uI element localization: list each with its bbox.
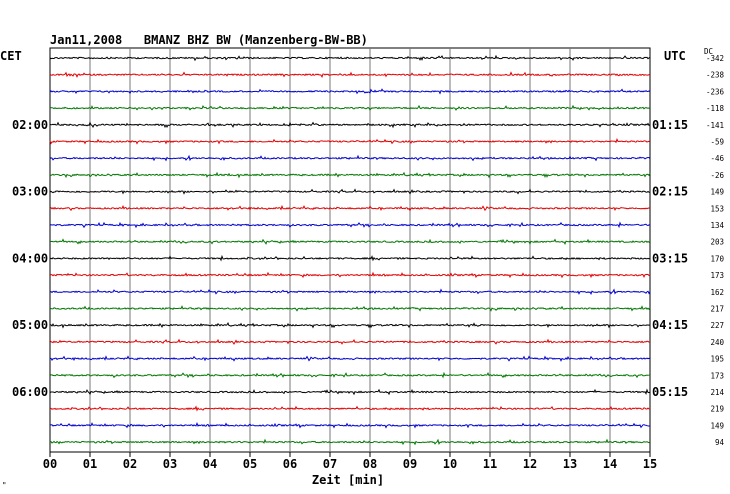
left-time-label: 06:00 bbox=[12, 385, 48, 399]
dc-offset-label: -118 bbox=[706, 104, 725, 113]
dc-offset-label: -238 bbox=[706, 71, 725, 80]
trace-23 bbox=[49, 438, 651, 446]
trace-3 bbox=[49, 104, 651, 111]
dc-offset-label: -59 bbox=[710, 138, 724, 147]
right-time-label: 04:15 bbox=[652, 318, 688, 332]
trace-9 bbox=[49, 204, 651, 212]
dc-offset-label: 240 bbox=[710, 338, 724, 347]
trace-17 bbox=[49, 338, 651, 345]
seismogram-traces bbox=[49, 54, 651, 446]
trace-21 bbox=[49, 405, 651, 412]
trace-14 bbox=[49, 288, 651, 296]
right-time-label: 01:15 bbox=[652, 118, 688, 132]
x-axis-label: Zeit [min] bbox=[312, 473, 384, 487]
x-tick-label: 01 bbox=[83, 457, 97, 471]
left-time-label: 05:00 bbox=[12, 318, 48, 332]
dc-offset-label: -236 bbox=[706, 87, 725, 96]
x-tick-label: 06 bbox=[283, 457, 297, 471]
dc-offset-label: 149 bbox=[710, 188, 724, 197]
right-time-label: 02:15 bbox=[652, 185, 688, 199]
trace-13 bbox=[49, 271, 651, 279]
x-tick-label: 07 bbox=[323, 457, 337, 471]
left-time-label: 04:00 bbox=[12, 251, 48, 265]
x-tick-label: 02 bbox=[123, 457, 137, 471]
right-timezone-label: UTC bbox=[664, 49, 686, 63]
x-tick-label: 14 bbox=[603, 457, 617, 471]
dc-offset-labels: -342 -238 -236 -118 -141 -59 -46 -26 149 153 134 20… bbox=[706, 54, 725, 447]
x-tick-label: 09 bbox=[403, 457, 417, 471]
left-time-labels: 02:00 03:00 04:00 05:00 06:00 bbox=[12, 118, 48, 399]
corner-mark: " bbox=[2, 481, 7, 490]
dc-offset-label: 94 bbox=[715, 438, 725, 447]
x-tick-label: 05 bbox=[243, 457, 257, 471]
trace-5 bbox=[49, 138, 651, 145]
trace-2 bbox=[49, 88, 651, 95]
trace-16 bbox=[49, 322, 651, 329]
dc-offset-label: -46 bbox=[710, 154, 724, 163]
dc-offset-label: 173 bbox=[710, 271, 724, 280]
trace-6 bbox=[49, 154, 651, 162]
x-tick-label: 04 bbox=[203, 457, 217, 471]
dc-offset-label: 195 bbox=[710, 355, 724, 364]
trace-12 bbox=[49, 254, 651, 262]
x-tick-label: 11 bbox=[483, 457, 497, 471]
trace-22 bbox=[49, 421, 651, 429]
x-tick-label: 12 bbox=[523, 457, 537, 471]
trace-1 bbox=[49, 71, 651, 78]
trace-10 bbox=[49, 221, 651, 229]
dc-offset-label: 134 bbox=[710, 221, 724, 230]
dc-offset-label: 214 bbox=[710, 388, 724, 397]
x-tick-label: 03 bbox=[163, 457, 177, 471]
dc-offset-label: 219 bbox=[710, 405, 724, 414]
dc-offset-label: 153 bbox=[710, 204, 724, 213]
trace-15 bbox=[49, 305, 651, 312]
x-tick-label: 15 bbox=[643, 457, 657, 471]
x-tick-label: 00 bbox=[43, 457, 57, 471]
dc-offset-label: 217 bbox=[710, 305, 724, 314]
dc-offset-label: -342 bbox=[706, 54, 724, 63]
trace-20 bbox=[49, 388, 651, 396]
dc-offset-label: 173 bbox=[710, 371, 724, 380]
x-tick-label: 13 bbox=[563, 457, 577, 471]
dc-offset-label: -141 bbox=[706, 121, 724, 130]
left-time-label: 02:00 bbox=[12, 118, 48, 132]
right-time-labels: 01:15 02:15 03:15 04:15 05:15 bbox=[652, 118, 688, 399]
trace-4 bbox=[49, 121, 651, 129]
dc-column-label: DC bbox=[704, 47, 713, 56]
dc-offset-label: 203 bbox=[710, 238, 724, 247]
trace-0 bbox=[49, 54, 651, 62]
right-time-label: 05:15 bbox=[652, 385, 688, 399]
x-tick-label: 08 bbox=[363, 457, 377, 471]
dc-offset-label: 227 bbox=[710, 321, 724, 330]
dc-offset-label: -26 bbox=[710, 171, 724, 180]
left-time-label: 03:00 bbox=[12, 185, 48, 199]
left-timezone-label: CET bbox=[0, 49, 22, 63]
chart-title: Jan11,2008 BMANZ BHZ BW (Manzenberg-BW-B… bbox=[50, 33, 368, 47]
plot-grid bbox=[49, 47, 651, 453]
right-time-label: 03:15 bbox=[652, 251, 688, 265]
x-axis-ticks: 00 01 02 03 04 05 06 07 08 09 10 11 12 13 14 15 bbox=[43, 452, 657, 471]
dc-offset-label: 170 bbox=[710, 254, 724, 263]
x-tick-label: 10 bbox=[443, 457, 457, 471]
plot-frame bbox=[49, 47, 651, 453]
trace-11 bbox=[49, 238, 651, 246]
dc-offset-label: 162 bbox=[710, 288, 724, 297]
trace-18 bbox=[49, 355, 651, 362]
dc-offset-label: 149 bbox=[710, 421, 724, 430]
trace-7 bbox=[49, 171, 651, 179]
trace-19 bbox=[49, 371, 651, 379]
trace-8 bbox=[49, 188, 651, 195]
